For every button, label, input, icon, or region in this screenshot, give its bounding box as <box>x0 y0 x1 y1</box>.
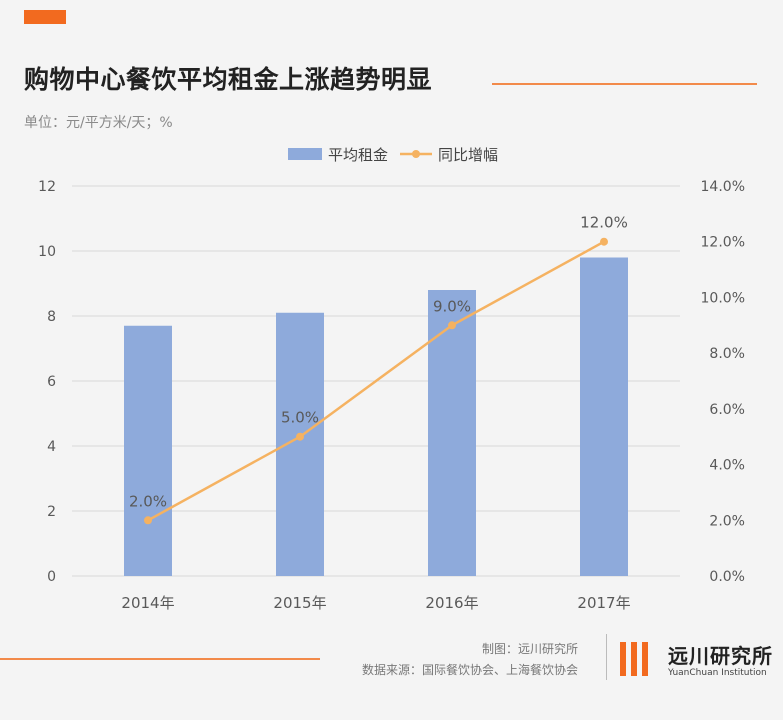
bar <box>428 290 476 576</box>
title-rule <box>492 83 757 85</box>
legend-bar-swatch <box>288 148 322 160</box>
series-line <box>147 240 605 522</box>
x-tick-label: 2015年 <box>273 594 326 612</box>
legend-label: 同比增幅 <box>438 146 498 164</box>
y-left-tick-label: 0 <box>47 569 56 585</box>
line-point <box>144 516 152 525</box>
y-right-tick-label: 8.0% <box>709 346 745 362</box>
unit-label: 单位：元/平方米/天；% <box>24 115 173 131</box>
legend-line-marker <box>412 150 420 158</box>
top-accent-bar <box>24 10 66 24</box>
line-point <box>296 432 304 441</box>
y-left-tick-label: 6 <box>47 374 56 390</box>
y-right-tick-label: 6.0% <box>709 402 745 418</box>
chart: 0 2 4 6 8 10 12 0.0% 2.0% 4.0% 6.0% 8.0% 10.0% 12.0% 1… <box>38 146 745 612</box>
bar <box>580 257 628 576</box>
bar <box>124 325 172 576</box>
y-right-tick-label: 12.0% <box>701 235 745 251</box>
legend-label: 平均租金 <box>328 146 388 164</box>
data-label: 5.0% <box>281 409 319 427</box>
y-left-tick-label: 4 <box>47 439 56 455</box>
source-line: 数据来源：国际餐饮协会、上海餐饮协会 <box>361 663 578 677</box>
data-label: 2.0% <box>129 492 167 510</box>
chart-title: 购物中心餐饮平均租金上涨趋势明显 <box>24 65 433 94</box>
y-right-tick-label: 2.0% <box>709 513 745 529</box>
y-right-tick-label: 10.0% <box>701 290 745 306</box>
y-right-tick-label: 14.0% <box>701 179 745 195</box>
y-left-tick-label: 2 <box>47 504 56 520</box>
credit-line: 制图：远川研究所 <box>481 642 578 656</box>
logo-name: 远川研究所 <box>668 644 773 668</box>
y-left-tick-label: 10 <box>38 244 56 260</box>
x-tick-label: 2014年 <box>121 594 174 612</box>
logo-en: YuanChuan Institution <box>668 668 767 678</box>
footer-separator <box>606 634 607 680</box>
data-label: 9.0% <box>433 297 471 315</box>
x-tick-label: 2016年 <box>425 594 478 612</box>
logo-mark-icon <box>620 642 660 676</box>
y-right-tick-label: 0.0% <box>709 569 745 585</box>
line-point <box>448 321 456 330</box>
line-point <box>600 237 608 246</box>
footer-rule <box>0 658 320 660</box>
y-right-tick-label: 4.0% <box>709 458 745 474</box>
x-tick-label: 2017年 <box>577 594 630 612</box>
data-label: 12.0% <box>580 214 628 232</box>
y-left-tick-label: 12 <box>38 179 56 195</box>
bar <box>276 312 324 576</box>
y-left-tick-label: 8 <box>47 309 56 325</box>
